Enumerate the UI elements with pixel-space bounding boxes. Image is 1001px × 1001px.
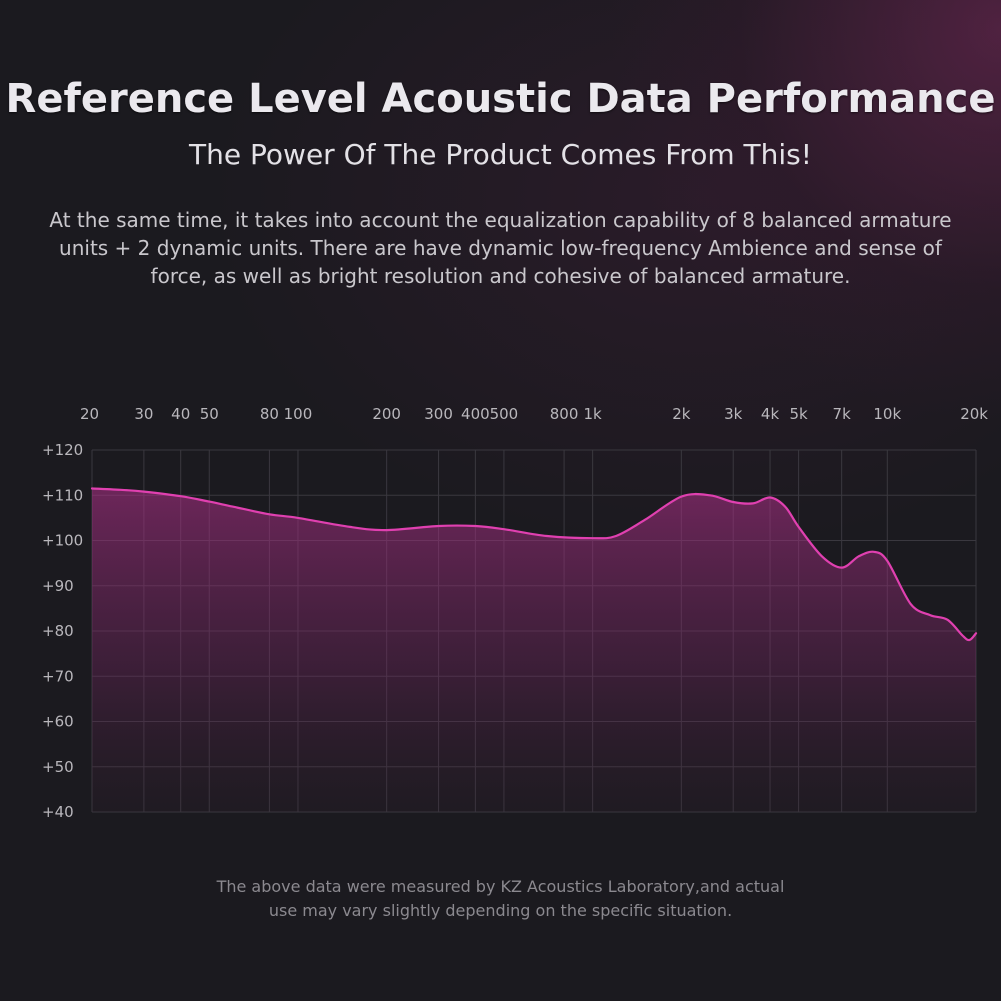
x-tick-label: 800 [550, 405, 579, 423]
y-axis-ticks: +120 +110 +100 +90 +80 +70 +60 +50 +40 [42, 441, 83, 821]
x-tick-label: 10k [873, 405, 901, 423]
response-curve [90, 487, 978, 642]
y-tick-label: +100 [42, 532, 83, 550]
page-subtitle: The Power Of The Product Comes From This… [189, 138, 812, 171]
x-tick-label: 300 [424, 405, 453, 423]
x-tick-label: 200 [372, 405, 401, 423]
y-tick-label: +90 [42, 577, 74, 595]
x-tick-label: 7k [833, 405, 852, 423]
response-area [92, 488, 976, 812]
y-tick-label: +60 [42, 713, 74, 731]
x-tick-label: 30 [134, 405, 153, 423]
x-tick-label: 40 [171, 405, 190, 423]
y-tick-label: +120 [42, 441, 83, 459]
x-tick-label: 400 [461, 405, 490, 423]
x-axis-ticks: 20 30 40 50 80 100 200 300 400 500 800 1k 2k 3k 4k 5k 7k… [80, 405, 988, 423]
footnote: The above data were measured by KZ Acous… [0, 875, 1001, 923]
y-tick-label: +70 [42, 667, 74, 685]
x-tick-label: 1k [584, 405, 603, 423]
x-tick-label: 80 [260, 405, 279, 423]
x-tick-label: 500 [490, 405, 519, 423]
description-text: At the same time, it takes into account … [49, 208, 952, 288]
footnote-line-1: The above data were measured by KZ Acous… [216, 877, 785, 896]
x-tick-label: 5k [789, 405, 808, 423]
x-tick-label: 20 [80, 405, 99, 423]
x-tick-label: 4k [761, 405, 780, 423]
y-tick-label: +40 [42, 803, 74, 821]
y-tick-label: +50 [42, 758, 74, 776]
x-tick-label: 50 [200, 405, 219, 423]
x-tick-label: 20k [960, 405, 988, 423]
page-title: Reference Level Acoustic Data Performanc… [5, 76, 996, 122]
x-tick-label: 100 [284, 405, 313, 423]
x-tick-label: 3k [724, 405, 743, 423]
footnote-line-2: use may vary slightly depending on the s… [268, 901, 733, 920]
y-tick-label: +80 [42, 622, 74, 640]
x-tick-label: 2k [672, 405, 691, 423]
y-tick-label: +110 [42, 486, 83, 504]
